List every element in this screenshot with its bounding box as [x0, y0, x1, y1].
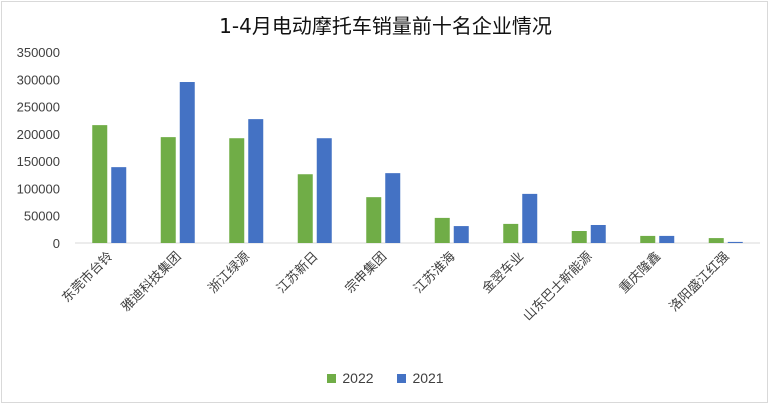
legend-label-2021: 2021	[412, 370, 444, 386]
y-tick-label: 0	[53, 236, 60, 251]
x-tick-label: 山东巴士新能源	[520, 249, 596, 325]
legend-item-2021: 2021	[397, 370, 444, 386]
y-tick-label: 50000	[24, 209, 60, 224]
chart-title: 1-4月电动摩托车销量前十名企业情况	[219, 14, 552, 38]
x-tick-label: 东莞市台铃	[59, 249, 116, 306]
x-tick-label: 雅迪科技集团	[118, 249, 184, 315]
bar-2022	[708, 238, 724, 243]
bar-2021	[727, 241, 743, 243]
y-tick-label: 350000	[17, 45, 60, 60]
bar-2022	[571, 230, 587, 243]
legend-item-2022: 2022	[327, 370, 374, 386]
bar-2021	[522, 193, 538, 243]
bar-2022	[160, 137, 176, 243]
x-tick-label: 重庆隆鑫	[616, 249, 664, 297]
bar-2021	[453, 226, 469, 243]
bar-2021	[179, 82, 195, 243]
x-tick-label: 江苏淮海	[410, 249, 458, 297]
y-tick-label: 200000	[17, 127, 60, 142]
y-tick-label: 150000	[17, 154, 60, 169]
bar-2022	[503, 223, 519, 243]
legend-label-2022: 2022	[342, 370, 374, 386]
x-tick-label: 金翌车业	[479, 249, 527, 297]
bar-2021	[385, 173, 401, 243]
y-tick-label: 100000	[17, 181, 60, 196]
bar-2022	[297, 174, 313, 243]
x-tick-label: 洛阳盛江红强	[666, 249, 732, 315]
bar-2022	[366, 197, 382, 243]
legend-swatch-2021	[397, 374, 407, 383]
bar-2021	[248, 119, 264, 243]
bar-2022	[434, 217, 450, 243]
bar-2021	[590, 224, 606, 243]
bar-2022	[92, 125, 108, 243]
legend-swatch-2022	[327, 374, 337, 383]
bar-2022	[640, 235, 656, 243]
x-tick-label: 宗申集团	[342, 249, 390, 297]
x-tick-label: 浙江绿源	[206, 249, 253, 296]
bar-2021	[111, 167, 127, 243]
bar-2021	[316, 138, 332, 243]
y-tick-label: 300000	[17, 72, 60, 87]
bar-2022	[229, 138, 245, 243]
x-tick-label: 江苏新日	[273, 249, 321, 297]
chart-legend: 2022 2021	[0, 370, 771, 386]
bar-2021	[659, 235, 675, 243]
y-tick-label: 250000	[17, 100, 60, 115]
